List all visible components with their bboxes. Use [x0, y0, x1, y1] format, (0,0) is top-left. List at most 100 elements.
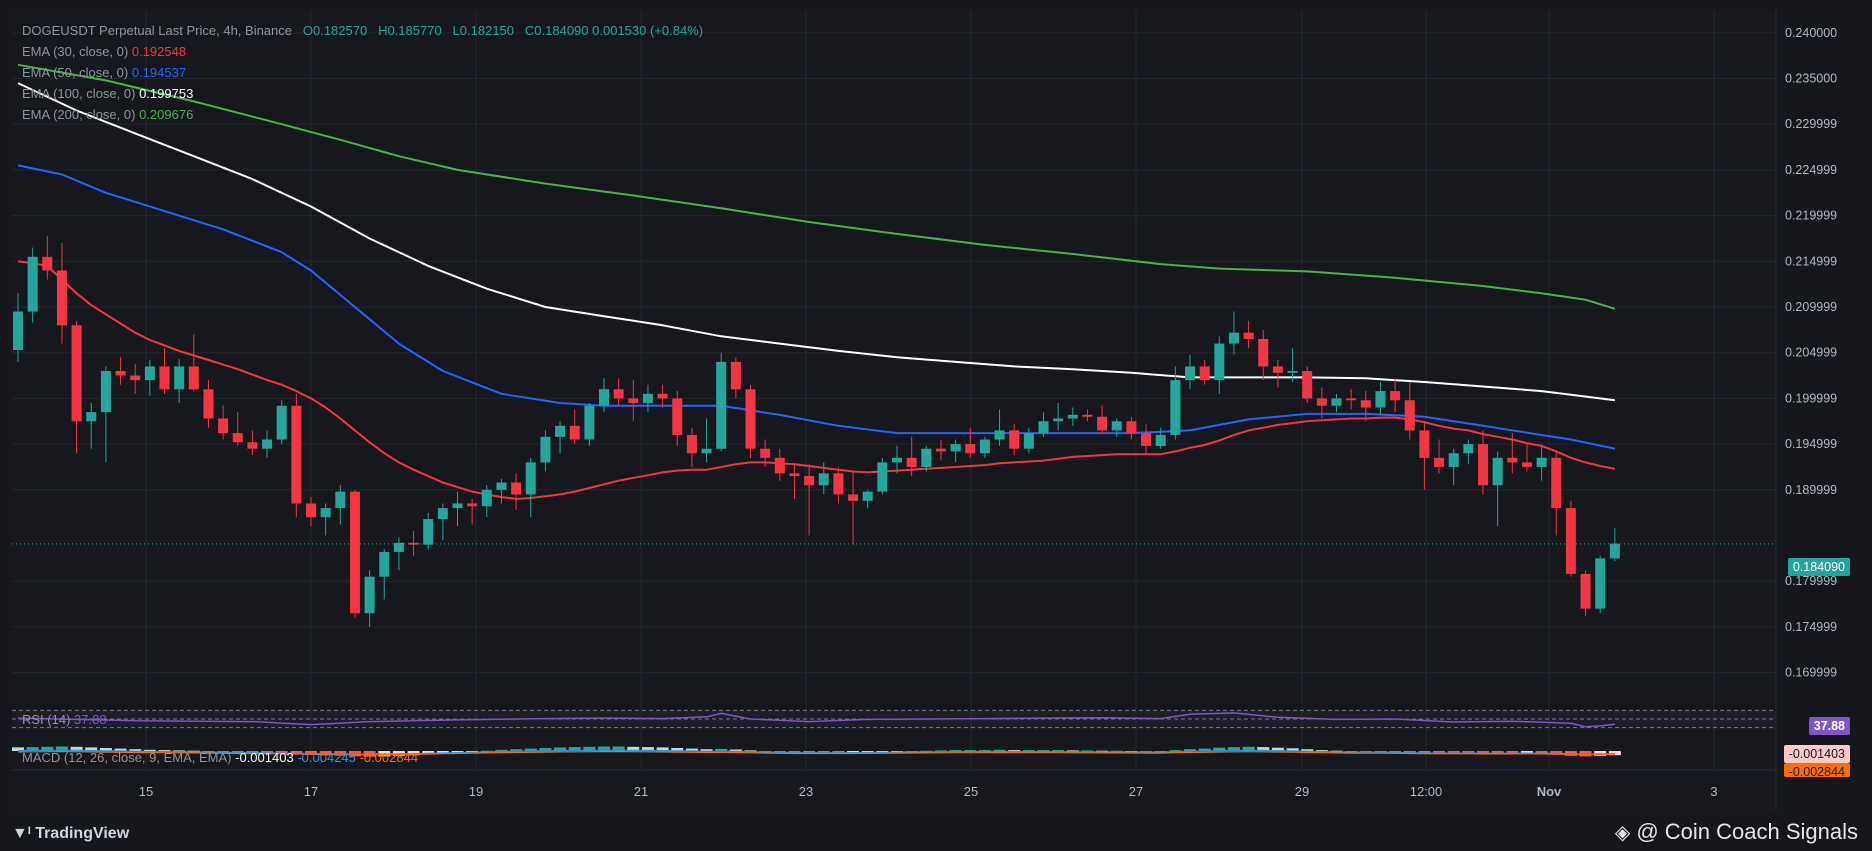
macd-histogram-bar: [671, 748, 684, 751]
candle-body: [1565, 508, 1576, 574]
macd-histogram-bar: [1535, 751, 1548, 754]
rsi-legend-value: 37.88: [74, 712, 107, 727]
candle-body: [921, 448, 932, 467]
time-tick-label: 12:00: [1410, 784, 1443, 799]
candle-body: [452, 503, 463, 509]
candle-body: [335, 491, 346, 509]
macd-histogram-bar: [480, 750, 493, 752]
time-tick-label: Nov: [1537, 784, 1562, 799]
macd-signal-tag: -0.002844: [1783, 763, 1850, 777]
candle-body: [935, 448, 946, 452]
candle-body: [1580, 573, 1591, 609]
candle-body: [1287, 370, 1298, 373]
macd-histogram-bar: [627, 746, 640, 751]
macd-histogram-bar: [861, 751, 874, 753]
rsi-line: [17, 712, 1615, 728]
macd-histogram-bar: [1213, 747, 1226, 751]
macd-histogram-bar: [158, 750, 171, 752]
macd-histogram-bar: [700, 749, 713, 751]
macd-histogram-bar: [1301, 749, 1314, 751]
candle-body: [642, 393, 653, 403]
macd-histogram-bar: [1315, 750, 1328, 752]
time-tick-label: 23: [799, 784, 813, 799]
candle-body: [159, 366, 170, 390]
candle-body: [686, 434, 697, 454]
candle-body: [833, 473, 844, 495]
chart-legend: DOGEUSDT Perpetual Last Price, 4h, Binan…: [22, 20, 703, 125]
macd-histogram-bar: [99, 748, 112, 751]
macd-histogram-bar: [26, 747, 39, 751]
macd-histogram-bar: [1110, 750, 1123, 752]
candle-body: [1155, 434, 1166, 446]
candle-body: [584, 405, 595, 440]
candle-body: [613, 389, 624, 399]
candle-body: [599, 389, 609, 406]
candle-body: [1551, 457, 1562, 509]
candle-body: [1111, 421, 1122, 431]
macd-histogram-bar: [715, 748, 728, 751]
macd-histogram-bar: [1403, 751, 1416, 753]
macd-histogram-bar: [1462, 751, 1475, 754]
macd-histogram-bar: [1066, 750, 1079, 752]
candle-body: [1243, 332, 1254, 340]
price-tick-label: 0.229999: [1785, 117, 1837, 131]
macd-histogram-bar: [685, 748, 698, 751]
macd-histogram-bar: [920, 750, 933, 752]
macd-histogram-bar: [85, 747, 98, 751]
candle-body: [994, 430, 1005, 440]
rsi-legend[interactable]: RSI (14) 37.88: [22, 712, 107, 727]
candle-body: [232, 433, 243, 443]
candle-body: [1419, 430, 1430, 458]
macd-histogram-bar: [978, 750, 991, 752]
price-tick-label: 0.209999: [1785, 300, 1837, 314]
price-tick-label: 0.174999: [1785, 620, 1837, 634]
price-tick-label: 0.179999: [1785, 574, 1837, 588]
time-tick-label: 3: [1710, 784, 1717, 799]
candle-body: [525, 462, 536, 495]
macd-histogram-bar: [539, 748, 552, 751]
candlestick-chart[interactable]: 0.240000 0.235000 0.229999 0.224999 0.219999…: [0, 0, 1872, 810]
macd-histogram-bar: [143, 749, 156, 751]
macd-histogram-bar: [1389, 751, 1402, 752]
macd-histogram-bar: [656, 747, 669, 751]
macd-hist-value: -0.001403: [235, 750, 294, 765]
candle-body: [379, 551, 390, 577]
tradingview-logo[interactable]: ▼ᴵ TradingView: [12, 825, 130, 842]
macd-legend[interactable]: MACD (12, 26, close, 9, EMA, EMA) -0.001…: [22, 750, 419, 765]
macd-histogram-bar: [261, 751, 274, 754]
macd-histogram-bar: [12, 747, 24, 751]
ema-50-legend[interactable]: EMA (50, close, 0) 0.194537: [22, 65, 187, 80]
macd-histogram-bar: [1418, 751, 1431, 754]
candle-body: [1448, 453, 1459, 467]
candle-body: [877, 462, 888, 492]
macd-histogram-bar: [1008, 750, 1021, 752]
candle-body: [862, 491, 873, 501]
candle-body: [115, 370, 126, 376]
macd-histogram-bar: [173, 750, 186, 752]
ema-line: [17, 63, 1616, 310]
price-tick-label: 0.219999: [1785, 209, 1837, 223]
macd-histogram-bar: [949, 750, 962, 752]
candle-body: [1199, 366, 1210, 381]
ema-100-legend[interactable]: EMA (100, close, 0) 0.199753: [22, 86, 194, 101]
macd-histogram-bar: [1286, 748, 1299, 751]
ohlc-low: L0.182150: [452, 23, 515, 38]
candle-body: [892, 457, 902, 463]
candle-body: [496, 482, 507, 490]
candle-body: [1082, 414, 1093, 417]
price-tick-label: 0.189999: [1785, 483, 1837, 497]
macd-histogram-bar: [187, 750, 200, 752]
ema-200-legend[interactable]: EMA (200, close, 0) 0.209676: [22, 107, 194, 122]
candle-body: [247, 442, 258, 449]
time-axis[interactable]: 15 17 19 21 23 25 27 29 12:00 Nov 3: [12, 769, 1776, 799]
candle-body: [1360, 400, 1371, 408]
candle-body: [569, 425, 580, 440]
candle-body: [408, 542, 419, 545]
last-price-tag: 0.184090: [1787, 558, 1850, 576]
candle-body: [1507, 457, 1518, 463]
ema-30-legend[interactable]: EMA (30, close, 0) 0.192548: [22, 44, 187, 59]
macd-histogram-bar: [876, 751, 889, 752]
price-axis[interactable]: 0.240000 0.235000 0.229999 0.224999 0.219999…: [1775, 10, 1837, 810]
macd-histogram-bar: [114, 748, 127, 751]
macd-histogram-bar: [1037, 750, 1050, 752]
